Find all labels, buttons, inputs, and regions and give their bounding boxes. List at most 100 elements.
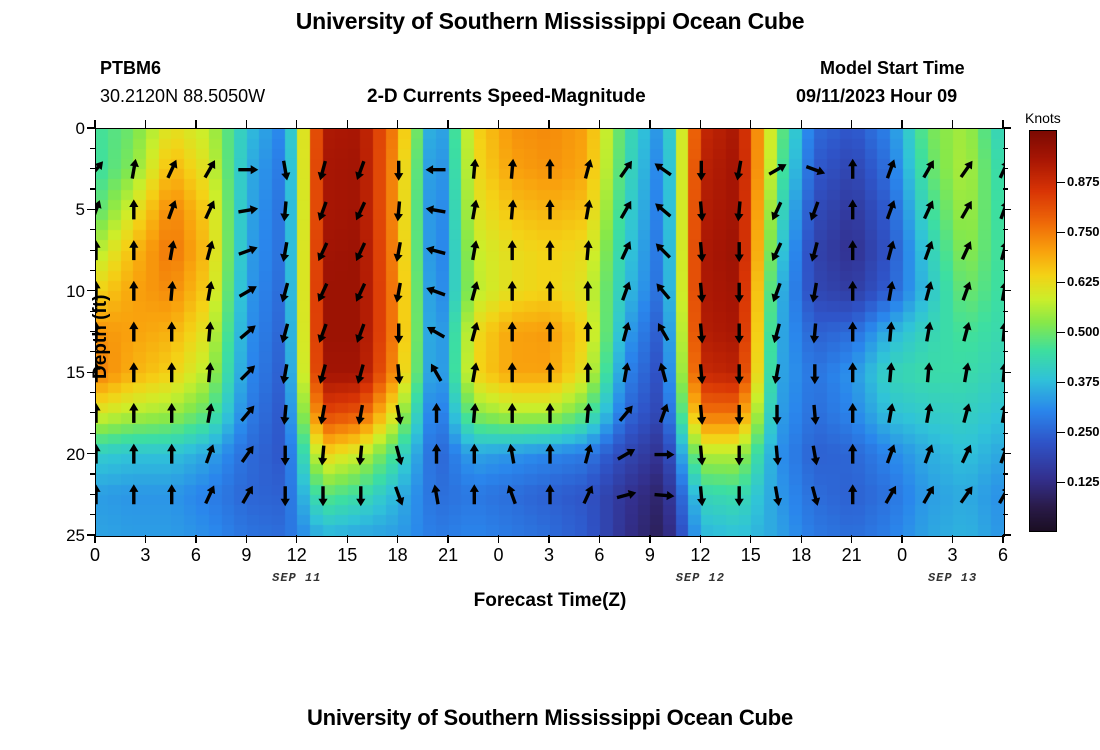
x-axis-day-label: SEP 11 bbox=[272, 571, 322, 585]
direction-arrow bbox=[848, 240, 858, 261]
direction-arrow bbox=[772, 404, 782, 425]
direction-arrow bbox=[96, 402, 101, 423]
direction-arrow bbox=[959, 160, 973, 179]
y-axis-minor-tick bbox=[90, 493, 95, 495]
direction-arrow bbox=[885, 444, 896, 464]
x-axis-tick-top bbox=[296, 120, 298, 128]
y-axis-minor-tick-right bbox=[1003, 391, 1008, 394]
direction-arrow bbox=[167, 443, 177, 464]
direction-arrow bbox=[771, 242, 783, 262]
direction-arrow bbox=[810, 404, 820, 425]
direction-arrow bbox=[129, 280, 139, 301]
direction-arrow bbox=[431, 402, 442, 423]
y-axis-minor-tick-right bbox=[1003, 147, 1008, 149]
direction-arrow bbox=[545, 199, 555, 220]
x-axis-tick bbox=[144, 535, 147, 543]
y-axis-tick-label: 25 bbox=[66, 526, 85, 545]
direction-arrow bbox=[507, 402, 517, 423]
direction-arrow bbox=[239, 365, 256, 381]
direction-arrow bbox=[771, 364, 781, 385]
direction-arrow bbox=[999, 200, 1004, 220]
y-axis-minor-tick bbox=[90, 391, 95, 394]
y-axis-minor-tick bbox=[90, 351, 95, 353]
direction-arrow bbox=[768, 164, 787, 176]
y-axis-minor-tick-right bbox=[1003, 493, 1008, 495]
y-axis-tick-right bbox=[1003, 452, 1011, 455]
station-coordinates: 30.2120N 88.5050W bbox=[100, 86, 266, 106]
direction-arrow bbox=[583, 159, 594, 179]
colorbar-tick-label: 0.375 bbox=[1067, 374, 1100, 389]
direction-arrow bbox=[355, 160, 366, 181]
direction-arrow bbox=[393, 201, 403, 222]
direction-arrow bbox=[848, 362, 858, 383]
y-axis-tick bbox=[87, 452, 95, 455]
y-axis-tick bbox=[87, 371, 95, 373]
direction-arrow bbox=[658, 362, 668, 383]
y-axis-minor-tick-right bbox=[1003, 351, 1008, 353]
direction-arrow bbox=[280, 486, 290, 507]
model-start-time-value: 09/11/2023 Hour 09 bbox=[796, 86, 958, 106]
direction-arrow bbox=[279, 282, 290, 303]
direction-arrow bbox=[167, 484, 177, 505]
direction-arrow bbox=[999, 362, 1004, 383]
direction-arrow bbox=[655, 243, 672, 259]
direction-arrow bbox=[425, 205, 446, 215]
direction-arrow bbox=[617, 448, 636, 461]
direction-arrow bbox=[507, 280, 517, 301]
direction-arrow bbox=[998, 159, 1004, 179]
direction-arrow bbox=[96, 280, 101, 301]
y-axis-minor-tick bbox=[90, 168, 95, 170]
colorbar-tick-label: 0.625 bbox=[1067, 274, 1100, 289]
direction-arrow bbox=[280, 201, 290, 222]
direction-arrow bbox=[394, 404, 404, 425]
colorbar-tick bbox=[1057, 282, 1065, 284]
direction-arrow bbox=[167, 200, 178, 220]
direction-arrow bbox=[356, 486, 366, 507]
x-axis-tick-top bbox=[649, 120, 651, 128]
direction-arrow bbox=[280, 241, 290, 262]
x-axis-tick-top bbox=[245, 120, 248, 128]
direction-arrow bbox=[204, 485, 216, 505]
direction-arrow bbox=[697, 445, 707, 466]
direction-arrow bbox=[394, 445, 405, 466]
direction-arrow bbox=[696, 160, 706, 181]
direction-arrow bbox=[431, 484, 441, 505]
direction-arrow bbox=[621, 362, 631, 383]
direction-arrow bbox=[809, 323, 820, 344]
x-axis-tick bbox=[750, 535, 752, 543]
direction-arrow bbox=[394, 486, 405, 506]
x-axis-tick-label: 12 bbox=[690, 545, 711, 565]
direction-arrow bbox=[426, 326, 446, 339]
x-axis-tick-top bbox=[346, 120, 348, 128]
colorbar-tick bbox=[1057, 332, 1065, 334]
direction-arrow bbox=[431, 443, 442, 464]
direction-arrow bbox=[962, 362, 972, 383]
x-axis-tick bbox=[598, 535, 601, 543]
x-axis-label: Forecast Time(Z) bbox=[473, 590, 627, 611]
direction-arrow bbox=[318, 445, 328, 466]
x-axis-tick bbox=[94, 535, 96, 543]
direction-arrow bbox=[583, 280, 593, 301]
direction-arrow bbox=[167, 280, 177, 301]
direction-arrow bbox=[734, 486, 744, 507]
heatmap-plot-area: Depth (ft) bbox=[90, 128, 1005, 537]
x-axis-tick-top bbox=[699, 120, 702, 128]
direction-arrow bbox=[583, 362, 593, 383]
x-axis-tick bbox=[699, 535, 702, 543]
x-axis-tick-label: 3 bbox=[140, 545, 151, 565]
direction-arrow bbox=[697, 404, 707, 425]
y-axis-minor-tick bbox=[90, 147, 95, 149]
direction-arrow bbox=[734, 364, 744, 385]
direction-arrow bbox=[238, 245, 258, 256]
direction-arrow bbox=[96, 240, 101, 261]
direction-arrow bbox=[810, 486, 821, 506]
x-axis-tick-top bbox=[850, 120, 853, 128]
direction-arrow bbox=[583, 321, 593, 342]
direction-arrow bbox=[583, 443, 594, 464]
y-axis-tick bbox=[87, 127, 95, 129]
direction-arrow bbox=[545, 158, 555, 179]
direction-arrow bbox=[241, 485, 253, 504]
direction-arrow bbox=[848, 158, 858, 179]
direction-arrow bbox=[203, 160, 216, 179]
direction-arrow bbox=[355, 364, 365, 384]
